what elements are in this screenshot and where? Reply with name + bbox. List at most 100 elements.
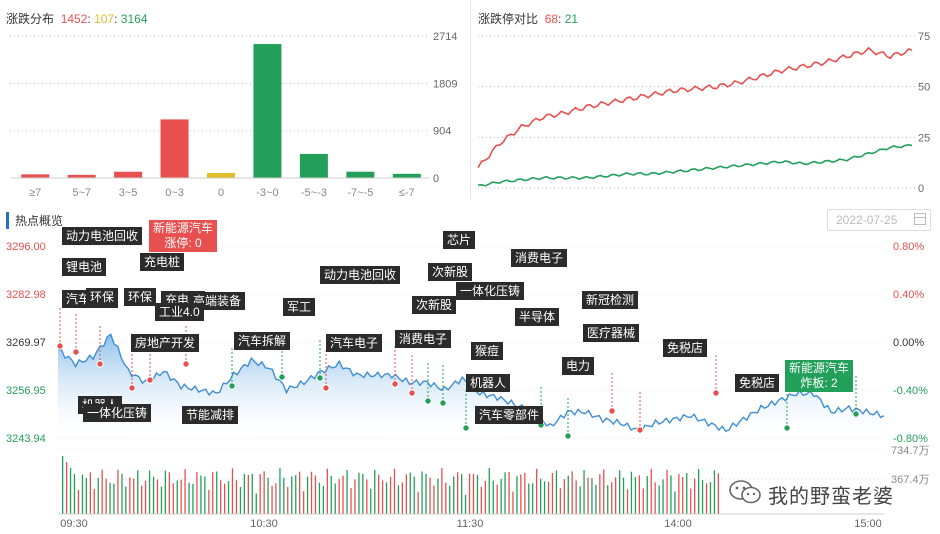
volume-bar <box>516 476 518 514</box>
volume-bar <box>101 469 103 514</box>
tag-dot <box>322 384 330 392</box>
volume-bar <box>524 472 526 514</box>
hot-tag[interactable]: 芯片 <box>443 231 476 249</box>
tag-dot <box>564 432 572 440</box>
hot-tag[interactable]: 一体化压铸 <box>83 404 152 422</box>
calendar-icon[interactable] <box>914 213 926 225</box>
hot-tag[interactable]: 半导体 <box>515 308 560 326</box>
hot-tag[interactable]: 消费电子 <box>511 249 568 267</box>
volume-bar <box>686 473 688 514</box>
volume-bar <box>409 472 411 514</box>
hot-tag[interactable]: 免税店 <box>735 374 780 392</box>
volume-bar <box>461 474 463 514</box>
hot-tag[interactable]: 充电桩 <box>140 253 185 271</box>
volume-bar <box>291 476 293 514</box>
volume-bar <box>611 482 613 514</box>
tag-dot <box>278 373 286 381</box>
hot-tag[interactable]: 军工 <box>283 298 316 316</box>
hot-tag[interactable]: 动力电池回收 <box>62 227 143 245</box>
volume-bar <box>279 468 281 514</box>
panel-divider <box>470 0 471 200</box>
hot-title: 热点概览 <box>6 212 63 229</box>
volume-bar <box>512 491 514 514</box>
hot-y-tick-left: 3256.95 <box>6 385 46 397</box>
volume-bar <box>615 477 617 514</box>
volume-bar <box>81 474 84 514</box>
hot-tag[interactable]: 新冠检测 <box>582 291 639 309</box>
hot-tag[interactable]: 锂电池 <box>62 258 107 276</box>
volume-bar <box>168 472 170 514</box>
volume-bar <box>247 475 249 514</box>
volume-bar <box>389 476 392 514</box>
hot-tag[interactable]: 猴痘 <box>471 342 504 360</box>
dist-down-count: 3164 <box>120 12 148 26</box>
volume-bar <box>496 484 498 514</box>
dist-bar <box>346 171 375 178</box>
volume-bar <box>314 475 317 514</box>
volume-bar <box>480 486 482 514</box>
volume-bar <box>401 482 403 514</box>
ratio-y-tick: 0 <box>918 183 924 195</box>
hot-tag[interactable]: 房地产开发 <box>131 334 200 352</box>
special-tag-up[interactable]: 新能源汽车 涨停: 0 <box>149 220 218 252</box>
volume-bar <box>666 469 668 514</box>
hot-tag[interactable]: 环保 <box>124 288 157 306</box>
volume-bar <box>263 471 265 514</box>
dist-x-tick: -3~0 <box>256 187 278 199</box>
dist-y-tick: 0 <box>433 173 439 185</box>
volume-bar <box>283 477 285 514</box>
hot-tag[interactable]: 免税店 <box>663 339 708 357</box>
hot-tag[interactable]: 电力 <box>562 357 595 375</box>
volume-bar <box>239 487 242 514</box>
dist-x-tick: 3~5 <box>119 187 138 199</box>
volume-bar <box>378 474 380 514</box>
volume-bar <box>69 468 72 514</box>
volume-bar <box>543 481 546 514</box>
volume-bar <box>85 478 87 514</box>
volume-bar <box>287 486 289 514</box>
volume-bar <box>144 480 147 514</box>
hot-tag[interactable]: 一体化压铸 <box>456 282 525 300</box>
dist-y-tick: 1809 <box>433 78 457 90</box>
volume-bar <box>220 480 222 514</box>
volume-bar <box>350 488 352 514</box>
hot-tag[interactable]: 工业4.0 <box>155 303 204 321</box>
hot-y-tick-right: -0.40% <box>893 385 928 397</box>
wechat-icon <box>729 480 761 504</box>
volume-bar <box>520 474 522 514</box>
hot-tag[interactable]: 医疗器械 <box>583 324 640 342</box>
volume-bar <box>156 479 159 514</box>
volume-bar <box>338 479 340 514</box>
hot-tag[interactable]: 汽车拆解 <box>234 332 291 350</box>
date-picker[interactable]: 2022-07-25 <box>827 209 931 231</box>
dist-x-tick: 0 <box>218 187 224 199</box>
volume-bar <box>425 474 427 514</box>
hot-tag[interactable]: 机器人 <box>466 374 511 392</box>
hot-tag[interactable]: 汽车零部件 <box>475 406 544 424</box>
volume-bar <box>354 479 356 514</box>
volume-bar <box>66 462 68 514</box>
volume-bar <box>251 473 253 514</box>
hot-tag[interactable]: 消费电子 <box>395 330 452 348</box>
hot-tag[interactable]: 节能减排 <box>182 406 239 424</box>
vol-tick: 367.4万 <box>891 474 930 486</box>
ratio-title-row: 涨跌停对比 68: 21 <box>478 12 579 26</box>
hot-tag[interactable]: 次新股 <box>428 263 473 281</box>
volume-bar <box>622 477 625 514</box>
ratio-limit-down: 21 <box>564 12 579 26</box>
volume-bar <box>457 472 459 514</box>
volume-bar <box>591 478 593 514</box>
hot-tag[interactable]: 汽车电子 <box>326 334 383 352</box>
hot-tag[interactable]: 动力电池回收 <box>320 266 401 284</box>
volume-bar <box>259 474 261 514</box>
volume-bar <box>654 482 656 514</box>
special-tag-down[interactable]: 新能源汽车 炸板: 2 <box>785 360 854 392</box>
dist-x-tick: 0~3 <box>165 187 184 199</box>
hot-tag[interactable]: 环保 <box>86 288 119 306</box>
volume-bar <box>468 473 471 514</box>
hot-tag[interactable]: 次新股 <box>412 296 457 314</box>
volume-bar <box>148 470 151 514</box>
tag-dot <box>712 389 720 397</box>
tag-dot <box>182 360 190 368</box>
volume-bar <box>224 483 226 514</box>
